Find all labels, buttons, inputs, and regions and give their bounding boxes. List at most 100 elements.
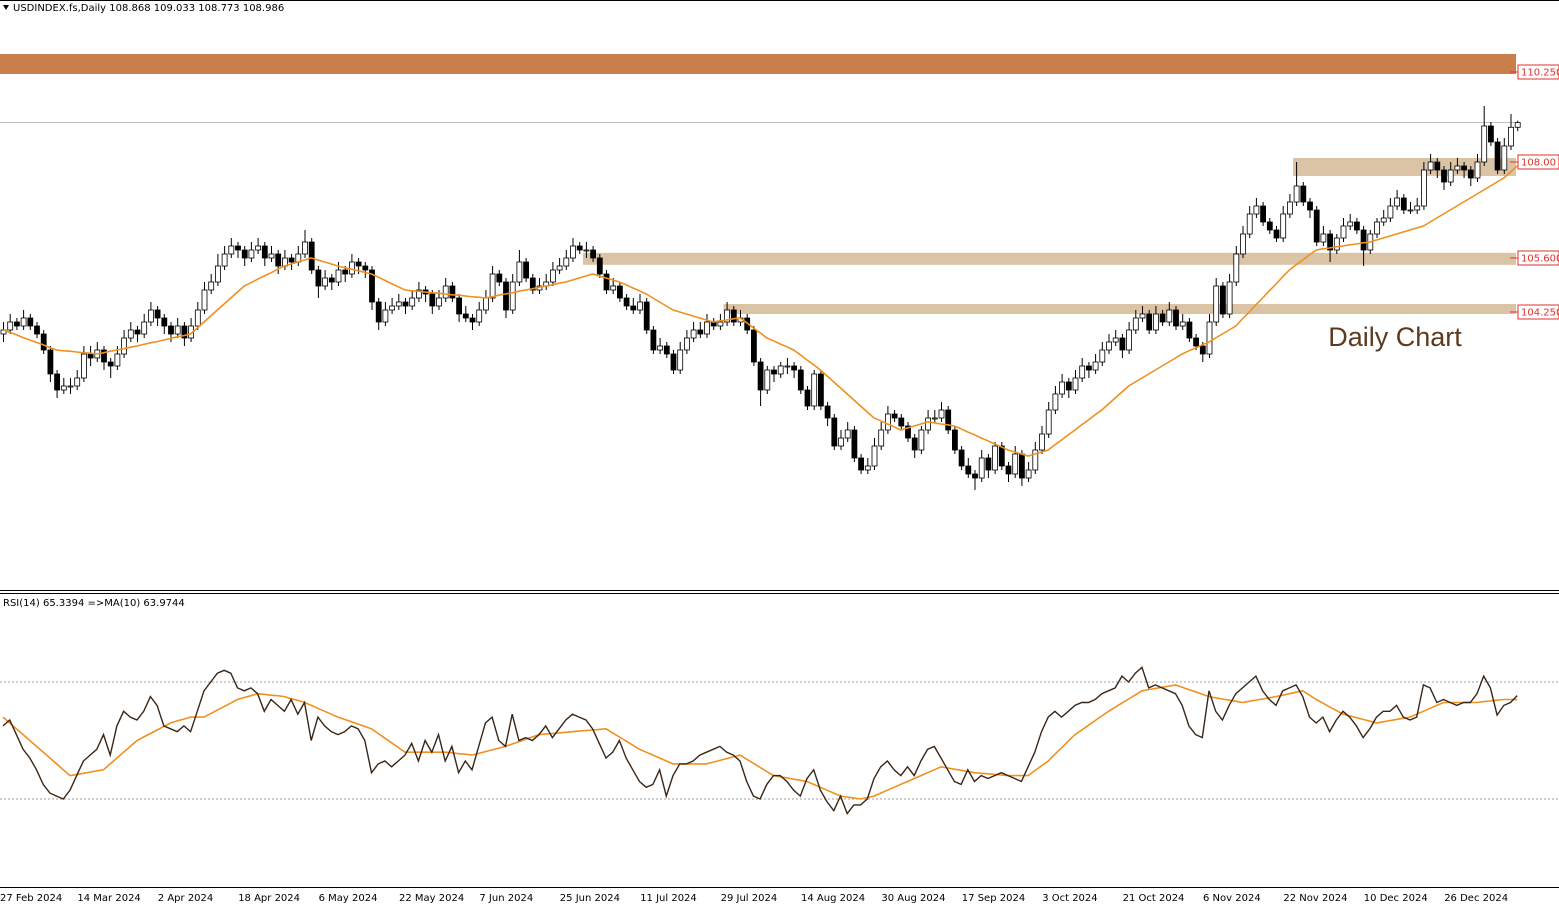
candle-body <box>1092 361 1099 371</box>
menu-triangle[interactable] <box>3 5 9 10</box>
candle-body <box>114 353 121 367</box>
candle-body <box>610 285 617 291</box>
x-tick-label: 22 May 2024 <box>399 893 464 904</box>
candle-body <box>1240 233 1246 255</box>
candle-body <box>261 245 268 259</box>
candle-body <box>1086 365 1092 371</box>
candle-body <box>1400 197 1407 211</box>
candle-body <box>469 317 476 323</box>
zone <box>582 252 1516 265</box>
candle-body <box>1119 337 1126 351</box>
candle-body <box>643 301 650 331</box>
candle-body <box>1072 377 1079 391</box>
candle-body <box>1467 169 1474 179</box>
candle-body <box>1253 205 1260 215</box>
candle-body <box>322 277 329 287</box>
candle-body <box>449 285 456 299</box>
candle-body <box>127 329 134 339</box>
candle-body <box>1126 329 1132 351</box>
candle-body <box>911 437 918 451</box>
candle-body <box>402 301 409 307</box>
candle-body <box>1139 313 1146 319</box>
candle-body <box>121 337 127 355</box>
candle-body <box>1407 209 1414 212</box>
candle-body <box>1347 221 1354 227</box>
x-tick-label: 17 Sep 2024 <box>962 893 1025 904</box>
candle-body <box>208 281 215 291</box>
candle-body <box>101 349 107 363</box>
candle-body <box>965 465 972 475</box>
candle-body <box>1179 321 1186 327</box>
candle-body <box>74 377 81 387</box>
candle-body <box>1153 313 1159 331</box>
candle-body <box>415 289 422 299</box>
candle-body <box>1173 309 1179 327</box>
candle-body <box>375 301 382 323</box>
candle-body <box>1380 217 1387 223</box>
x-tick-label: 21 Oct 2024 <box>1123 893 1185 904</box>
candle-body <box>1454 165 1461 171</box>
candle-body <box>503 281 509 311</box>
x-tick-label: 3 Oct 2024 <box>1042 893 1097 904</box>
indicator-line <box>2 666 1518 816</box>
candle-body <box>1447 169 1454 183</box>
candle-body <box>824 405 831 419</box>
candle-body <box>81 353 87 379</box>
candle-body <box>1327 233 1333 251</box>
price-label: 108.00 <box>1521 158 1556 169</box>
candle-body <box>952 429 958 451</box>
candle-body <box>677 349 684 371</box>
candle-body <box>1220 285 1226 315</box>
candle-body <box>563 257 570 267</box>
candle-body <box>442 285 449 299</box>
candle-body <box>1374 221 1380 235</box>
candle-body <box>1199 345 1206 355</box>
candle-body <box>1233 253 1240 283</box>
candle-body <box>1333 237 1340 251</box>
x-tick-label: 18 Apr 2024 <box>238 893 300 904</box>
candle-body <box>496 273 503 283</box>
candle-body <box>288 257 295 263</box>
candle-body <box>1494 141 1501 171</box>
x-tick-label: 14 Aug 2024 <box>801 893 865 904</box>
candle-body <box>456 297 463 315</box>
candle-body <box>1320 233 1327 243</box>
candle-body <box>174 325 181 335</box>
candle-body <box>1414 205 1421 211</box>
zone <box>1293 158 1516 176</box>
price-label-box <box>1517 250 1559 266</box>
candle-body <box>348 261 355 275</box>
candle-body <box>844 429 851 439</box>
x-tick-label: 6 Nov 2024 <box>1203 893 1261 904</box>
price-label-box <box>1517 154 1559 170</box>
candle-body <box>1106 341 1112 351</box>
candle-body <box>1146 313 1153 331</box>
candle-body <box>389 305 396 311</box>
indicator-header: RSI(14) 65.3394 =>MA(10) 63.9744 <box>3 598 185 609</box>
candle-body <box>214 265 221 283</box>
candle-body <box>87 353 94 359</box>
candle-body <box>1300 185 1307 203</box>
candle-body <box>1287 201 1293 215</box>
candle-body <box>523 261 529 279</box>
candle-body <box>697 329 704 335</box>
candle-body <box>228 245 235 255</box>
candle-body <box>931 417 938 420</box>
candle-body <box>1079 365 1086 379</box>
candle-body <box>804 389 811 407</box>
candle-body <box>60 385 67 391</box>
candle-body <box>107 361 114 367</box>
zone <box>0 54 1516 74</box>
candle-body <box>617 285 623 299</box>
candle-body <box>1213 285 1220 323</box>
candle-body <box>1039 433 1045 451</box>
candle-body <box>704 321 710 335</box>
candle-body <box>891 413 898 419</box>
candle-body <box>1193 337 1199 347</box>
candle-body <box>141 321 148 335</box>
candle-body <box>429 293 436 307</box>
price-label-box <box>1517 64 1559 80</box>
candle-body <box>1019 453 1025 479</box>
